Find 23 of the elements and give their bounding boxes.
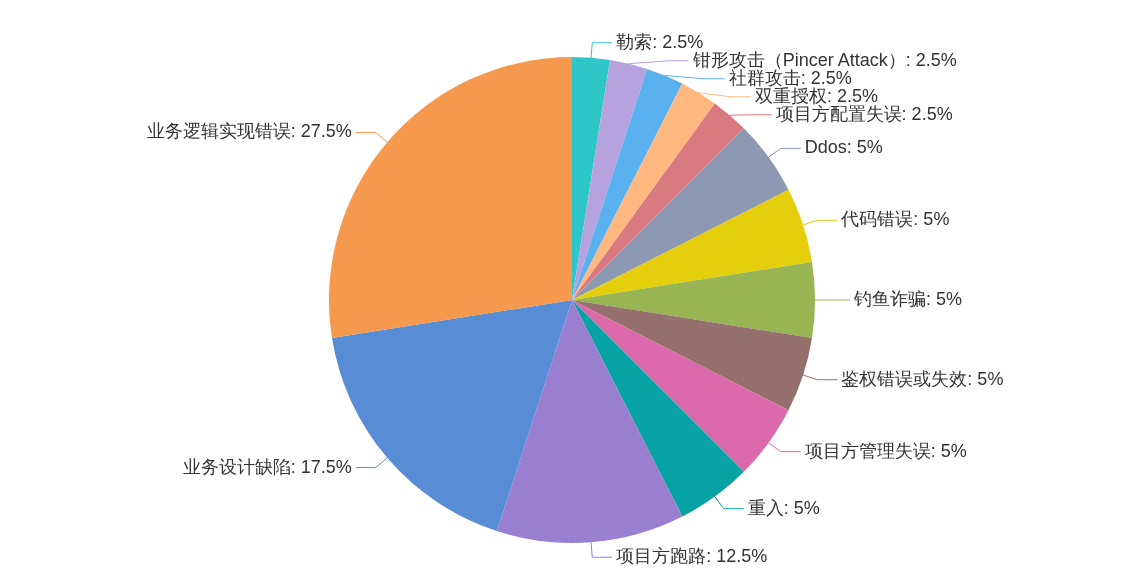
- pie-slice: [496, 300, 683, 543]
- pie-slice: [572, 128, 789, 300]
- pie-slice: [572, 59, 648, 300]
- slice-label: 业务逻辑实现错误: 27.5%: [146, 121, 352, 142]
- slice-label: 代码错误: 5%: [840, 209, 950, 230]
- pie-slice: [572, 68, 683, 300]
- slice-label: Ddos: 5%: [804, 137, 883, 158]
- slice-label: 业务设计缺陷: 17.5%: [182, 456, 352, 477]
- pie-slice: [572, 261, 815, 339]
- slice-label: 勒索: 2.5%: [616, 31, 704, 52]
- slice-label: 项目方管理失误: 5%: [804, 440, 967, 461]
- pie-slice: [572, 57, 611, 300]
- slice-label: 钓鱼诈骗: 5%: [853, 289, 963, 309]
- slice-label: 钳形攻击（Pincer Attack）: 2.5%: [691, 49, 957, 70]
- pie-slice: [572, 300, 744, 517]
- pie-slice: [572, 83, 715, 300]
- slice-label: 项目方跑路: 12.5%: [616, 546, 768, 567]
- slice-label: 重入: 5%: [747, 497, 820, 518]
- pie-slice: [572, 189, 813, 300]
- slice-label: 鉴权错误或失效: 5%: [841, 368, 1004, 389]
- pie-slice: [572, 103, 744, 300]
- pie-slice: [572, 300, 813, 411]
- pie-slice: [572, 300, 789, 472]
